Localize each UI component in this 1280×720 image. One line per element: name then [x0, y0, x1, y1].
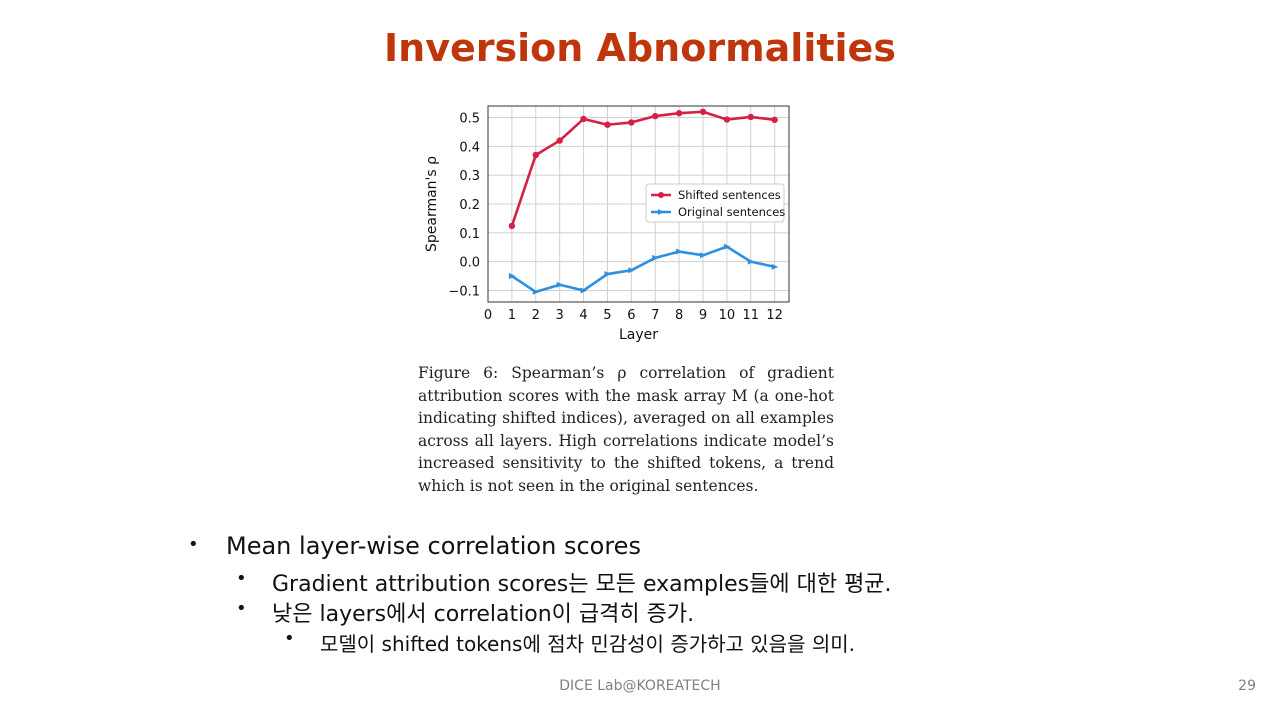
page-number: 29 — [1238, 678, 1256, 694]
legend-marker-2 — [658, 209, 664, 215]
series-2-point — [604, 271, 611, 278]
x-tick-label: 0 — [484, 308, 492, 323]
x-axis-label: Layer — [619, 327, 658, 343]
figure-caption: Figure 6: Spearman’s ρ correlation of gr… — [418, 364, 834, 495]
series-1-point — [628, 119, 635, 126]
y-tick-label: 0.5 — [459, 112, 480, 127]
series-1-point — [532, 151, 539, 159]
bullet-item-level2: • Gradient attribution scores는 모든 exampl… — [236, 566, 892, 598]
bullet-dot-icon: • — [236, 598, 247, 619]
series-1-point — [604, 121, 611, 128]
x-tick-label: 7 — [651, 308, 659, 323]
bullet-dot-icon: • — [236, 568, 247, 589]
bullet-item-level3: • 모델이 shifted tokens에 점차 민감성이 증가하고 있음을 의… — [284, 628, 855, 657]
series-1-point — [675, 110, 683, 117]
bullet-text: Mean layer-wise correlation scores — [226, 532, 641, 560]
x-tick-label: 5 — [603, 308, 611, 323]
y-tick-label: 0.4 — [459, 140, 480, 155]
y-tick-label: 0.1 — [459, 227, 480, 242]
series-1-point — [747, 113, 754, 121]
series-2-point — [652, 254, 659, 261]
bullet-item-level1: • Mean layer-wise correlation scores — [188, 532, 641, 560]
series-2-point — [508, 273, 516, 280]
series-2-point — [532, 288, 540, 295]
x-tick-label: 10 — [719, 308, 736, 323]
x-tick-label: 2 — [532, 308, 540, 323]
bullet-dot-icon: • — [284, 628, 295, 649]
series-2-point — [747, 258, 755, 265]
plot-frame — [487, 105, 790, 303]
bullet-text: 모델이 shifted tokens에 점차 민감성이 증가하고 있음을 의미. — [320, 632, 855, 656]
y-tick-label: 0.2 — [459, 198, 480, 213]
series-1-point — [652, 112, 659, 120]
x-tick-label: 9 — [699, 308, 707, 323]
series-2-point — [676, 248, 683, 255]
bullet-text: 낮은 layers에서 correlation이 급격히 증가. — [272, 602, 695, 627]
slide-title: Inversion Abnormalities — [384, 26, 896, 70]
series-2-point — [700, 252, 707, 259]
bullet-text: Gradient attribution scores는 모든 examples… — [272, 572, 892, 597]
series-1-point — [771, 116, 778, 124]
series-line-2 — [511, 245, 775, 294]
spearman-line-chart: 0 1 2 3 4 5 6 7 8 9 10 11 120.50.40.30.20.10.0−0.1La… — [424, 105, 790, 343]
series-2-point — [771, 263, 779, 270]
x-tick-label: 4 — [579, 308, 587, 323]
series-1-point — [580, 115, 587, 123]
series-1-point — [723, 116, 731, 123]
series-2-point — [723, 243, 731, 250]
x-tick-label: 1 — [508, 308, 516, 323]
x-tick-label: 6 — [627, 308, 635, 323]
y-tick-label: −0.1 — [448, 284, 480, 299]
series-1-point — [556, 137, 563, 144]
series-2-point — [628, 267, 635, 274]
x-tick-label: 3 — [556, 308, 564, 323]
series-1-point — [508, 222, 516, 230]
x-tick-label: 11 — [743, 308, 760, 323]
series-line-1 — [510, 110, 775, 227]
x-tick-label: 12 — [766, 308, 783, 323]
series-1-point — [699, 108, 707, 115]
series-2-point — [580, 287, 588, 294]
footer-lab-name: DICE Lab@KOREATECH — [559, 678, 721, 694]
legend-label: Shifted sentences — [678, 188, 781, 202]
bullet-dot-icon: • — [188, 534, 199, 555]
y-tick-label: 0.3 — [459, 169, 480, 184]
bullet-item-level2: • 낮은 layers에서 correlation이 급격히 증가. — [236, 596, 695, 628]
series-2-point — [556, 281, 564, 288]
y-tick-label: 0.0 — [459, 256, 480, 271]
legend-marker-1 — [658, 192, 664, 198]
legend-label: Original sentences — [678, 205, 785, 219]
x-tick-label: 8 — [675, 308, 683, 323]
legend-box — [645, 183, 785, 223]
y-axis-label: Spearman's ρ — [424, 156, 440, 252]
